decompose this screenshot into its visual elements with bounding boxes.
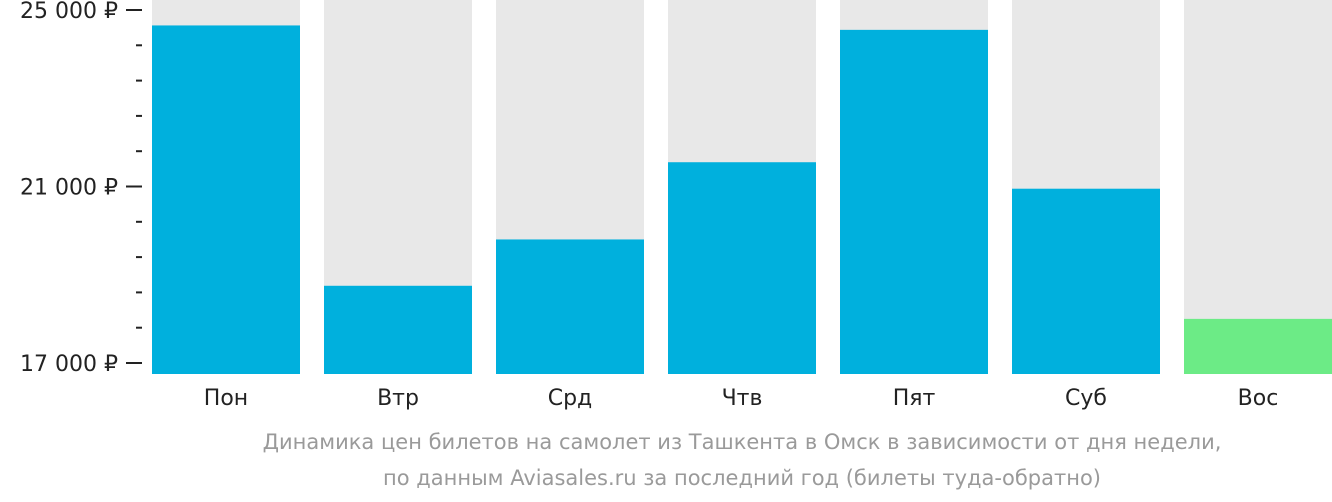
price-by-weekday-chart: Пон Втр Срд Чтв Пят Суб Вос 17 000 ₽ 21 000 ₽ 25 … <box>20 0 1332 411</box>
chart-caption-line-1: Динамика цен билетов на самолет из Ташке… <box>262 430 1222 454</box>
bar-3 <box>496 239 644 374</box>
y-tick-label-2: 21 000 ₽ <box>20 176 118 201</box>
bar-track-7 <box>1184 0 1332 374</box>
bar-2 <box>324 285 472 374</box>
bar-5 <box>840 29 988 374</box>
bar-6 <box>1012 188 1160 374</box>
y-tick-label-3: 25 000 ₽ <box>20 0 118 24</box>
x-tick-label-4: Чтв <box>722 386 763 411</box>
bar-1 <box>152 25 300 374</box>
y-tick-label-1: 17 000 ₽ <box>20 352 118 377</box>
x-tick-label-6: Суб <box>1065 386 1107 411</box>
chart-caption-line-2: по данным Aviasales.ru за последний год … <box>383 466 1101 490</box>
bar-4 <box>668 162 816 374</box>
x-tick-label-1: Пон <box>204 386 248 411</box>
x-tick-label-3: Срд <box>548 386 593 411</box>
x-tick-label-5: Пят <box>893 386 936 411</box>
x-tick-label-2: Втр <box>377 386 419 411</box>
x-tick-label-7: Вос <box>1238 386 1279 411</box>
bar-7 <box>1184 318 1332 374</box>
